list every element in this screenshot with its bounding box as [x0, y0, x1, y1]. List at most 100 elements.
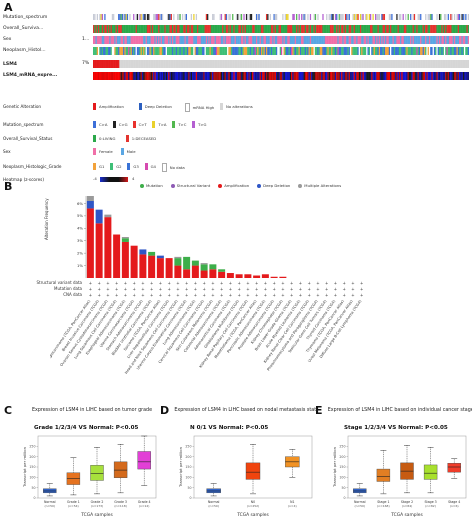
- row-marker: +: [115, 293, 118, 298]
- alteration-cell: [321, 60, 323, 68]
- sex-cell: [294, 36, 297, 44]
- x-axis-label: TCGA samples: [236, 512, 269, 518]
- heatmap-cell: [408, 72, 411, 80]
- heatmap-cell: [369, 72, 372, 80]
- survival-cell: [136, 25, 139, 33]
- sex-cell: [207, 36, 209, 44]
- sex-cell: [400, 36, 402, 44]
- mutation-cell: [123, 14, 125, 20]
- grade-cell: [445, 47, 447, 55]
- chart-subtitle: N 0/1 VS Normal: P<0.05: [190, 425, 268, 431]
- oncoprint-tracks: [93, 14, 469, 80]
- heatmap-cell: [296, 72, 298, 80]
- row-marker: +: [246, 287, 249, 292]
- alteration-cell: [438, 60, 441, 68]
- alteration-cell: [156, 60, 159, 68]
- heatmap-cell: [95, 72, 97, 80]
- heatmap-cell: [364, 72, 367, 80]
- sex-cell: [115, 36, 118, 44]
- sex-cell: [307, 36, 309, 44]
- grade-cell: [343, 47, 346, 55]
- heatmap-max-label: 4: [132, 176, 135, 181]
- n-label: (n=173): [91, 504, 103, 508]
- mutation-cell: [445, 14, 447, 20]
- survival-cell: [166, 25, 169, 33]
- heatmap-cell: [272, 72, 274, 80]
- grade-cell: [383, 47, 386, 55]
- row-marker: +: [325, 287, 328, 292]
- grade-cell: [154, 47, 156, 55]
- grade-cell: [375, 47, 377, 55]
- alteration-cell: [103, 60, 105, 68]
- survival-cell: [178, 25, 180, 33]
- grade-cell: [441, 47, 443, 55]
- heatmap-legend-label: Heatmap (z-scores): [3, 177, 44, 182]
- sex-cell: [227, 36, 229, 44]
- heatmap-cell: [232, 72, 234, 80]
- grade-cell: [304, 47, 307, 55]
- survival-cell: [435, 25, 437, 33]
- sex-cell: [129, 36, 131, 44]
- grade-cell: [359, 47, 362, 55]
- survival-cell: [441, 25, 443, 33]
- sex-cell: [467, 36, 469, 44]
- grade-cell: [143, 47, 145, 55]
- heatmap-min-label: -4: [93, 176, 97, 181]
- heatmap-cell: [287, 72, 289, 80]
- mutation-cell: [141, 14, 144, 20]
- sex-cell: [208, 36, 210, 44]
- mutation-cell: [378, 14, 381, 20]
- survival-cell: [462, 25, 465, 33]
- heatmap-cell: [94, 72, 96, 80]
- heatmap-cell: [445, 72, 447, 80]
- mutation-cell: [328, 14, 330, 20]
- sex-cell: [179, 36, 181, 44]
- bar-segment: [121, 237, 129, 239]
- sex-cell: [398, 36, 401, 44]
- row-marker: +: [334, 293, 337, 298]
- bar-segment: [148, 251, 156, 256]
- alteration-cell: [198, 60, 200, 68]
- alteration-cell: [247, 60, 249, 68]
- mutation-cell: [329, 14, 332, 20]
- sex-cell: [314, 36, 317, 44]
- heatmap-cell: [288, 72, 290, 80]
- survival-cell: [160, 25, 163, 33]
- sex-cell: [415, 36, 417, 44]
- alteration-cell: [240, 60, 243, 68]
- heatmap-cell: [155, 72, 158, 80]
- grade-cell: [139, 47, 141, 55]
- heatmap-cell: [402, 72, 405, 80]
- grade-cell: [212, 47, 214, 55]
- n-label: (n=12): [139, 504, 150, 508]
- alteration-cell: [116, 60, 119, 68]
- heatmap-cell: [406, 72, 408, 80]
- alteration-cell: [175, 60, 178, 68]
- alteration-cell: [273, 60, 275, 68]
- sex-cell: [463, 36, 466, 44]
- grade-cell: [307, 47, 309, 55]
- sex-cell: [313, 36, 316, 44]
- sex-cell: [346, 36, 348, 44]
- mutation-cell: [229, 14, 231, 20]
- sex-cell: [161, 36, 164, 44]
- mutation-cell: [101, 14, 104, 20]
- grade-cell: [457, 47, 460, 55]
- grade-cell: [160, 47, 163, 55]
- heatmap-cell: [361, 72, 363, 80]
- sex-cell: [278, 36, 280, 44]
- grade-cell: [288, 47, 290, 55]
- alteration-cell: [123, 60, 125, 68]
- heatmap-cell: [254, 72, 257, 80]
- sex-cell: [275, 36, 278, 44]
- grade-cell: [423, 47, 426, 55]
- heatmap-cell: [397, 72, 400, 80]
- mutation-cell: [239, 14, 241, 20]
- survival-cell: [367, 25, 369, 33]
- sex-cell: [136, 36, 139, 44]
- box: [423, 464, 438, 480]
- bar-segment: [104, 214, 112, 218]
- mutation-cell: [453, 14, 456, 20]
- survival-cell: [210, 25, 213, 33]
- alteration-cell: [293, 60, 295, 68]
